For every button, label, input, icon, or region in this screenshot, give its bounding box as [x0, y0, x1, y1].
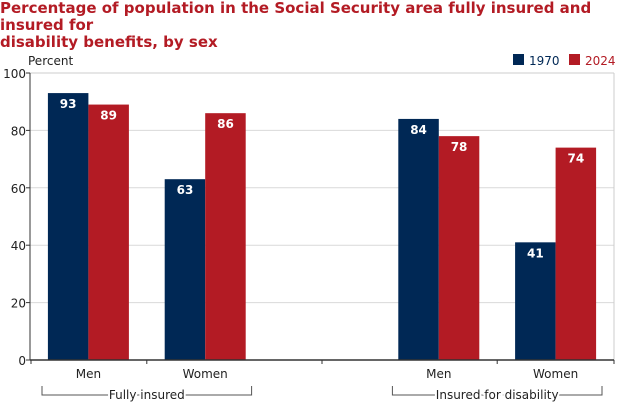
chart-title: Percentage of population in the Social S… — [0, 0, 592, 51]
y-tick-label: 80 — [11, 124, 26, 138]
data-label: 78 — [451, 140, 468, 154]
bar-1970 — [164, 179, 206, 360]
legend-label: 1970 — [529, 54, 560, 68]
data-label: 63 — [177, 183, 194, 197]
y-tick-label: 20 — [11, 297, 26, 311]
y-tick-label: 100 — [3, 67, 26, 81]
bar-1970 — [47, 93, 89, 360]
bar-2024 — [438, 136, 480, 360]
bar-2024 — [555, 147, 597, 360]
data-label: 41 — [527, 246, 544, 260]
x-tick-label: Men — [426, 367, 451, 381]
data-label: 89 — [100, 109, 117, 123]
bar-1970 — [398, 118, 439, 360]
y-tick-label: 60 — [11, 182, 26, 196]
x-tick-label: Women — [533, 367, 578, 381]
group-bracket — [41, 386, 253, 396]
y-tick-label: 0 — [18, 354, 26, 368]
data-label: 74 — [567, 152, 584, 166]
data-label: 84 — [410, 123, 427, 137]
legend-label: 2024 — [585, 54, 616, 68]
bar-1970 — [515, 242, 556, 360]
x-tick-label: Men — [76, 367, 101, 381]
bar-2024 — [205, 113, 246, 361]
bar-2024 — [88, 104, 129, 360]
group-label: Fully insured — [109, 388, 185, 402]
legend-swatch-2024 — [569, 54, 580, 65]
group-bracket — [391, 386, 603, 396]
legend-swatch-1970 — [513, 54, 524, 65]
y-tick-label: 40 — [11, 239, 26, 253]
y-axis-label: Percent — [28, 54, 73, 68]
group-label: Insured for disability — [436, 388, 559, 402]
x-tick-label: Women — [183, 367, 228, 381]
data-label: 86 — [217, 117, 234, 131]
data-label: 93 — [60, 97, 77, 111]
